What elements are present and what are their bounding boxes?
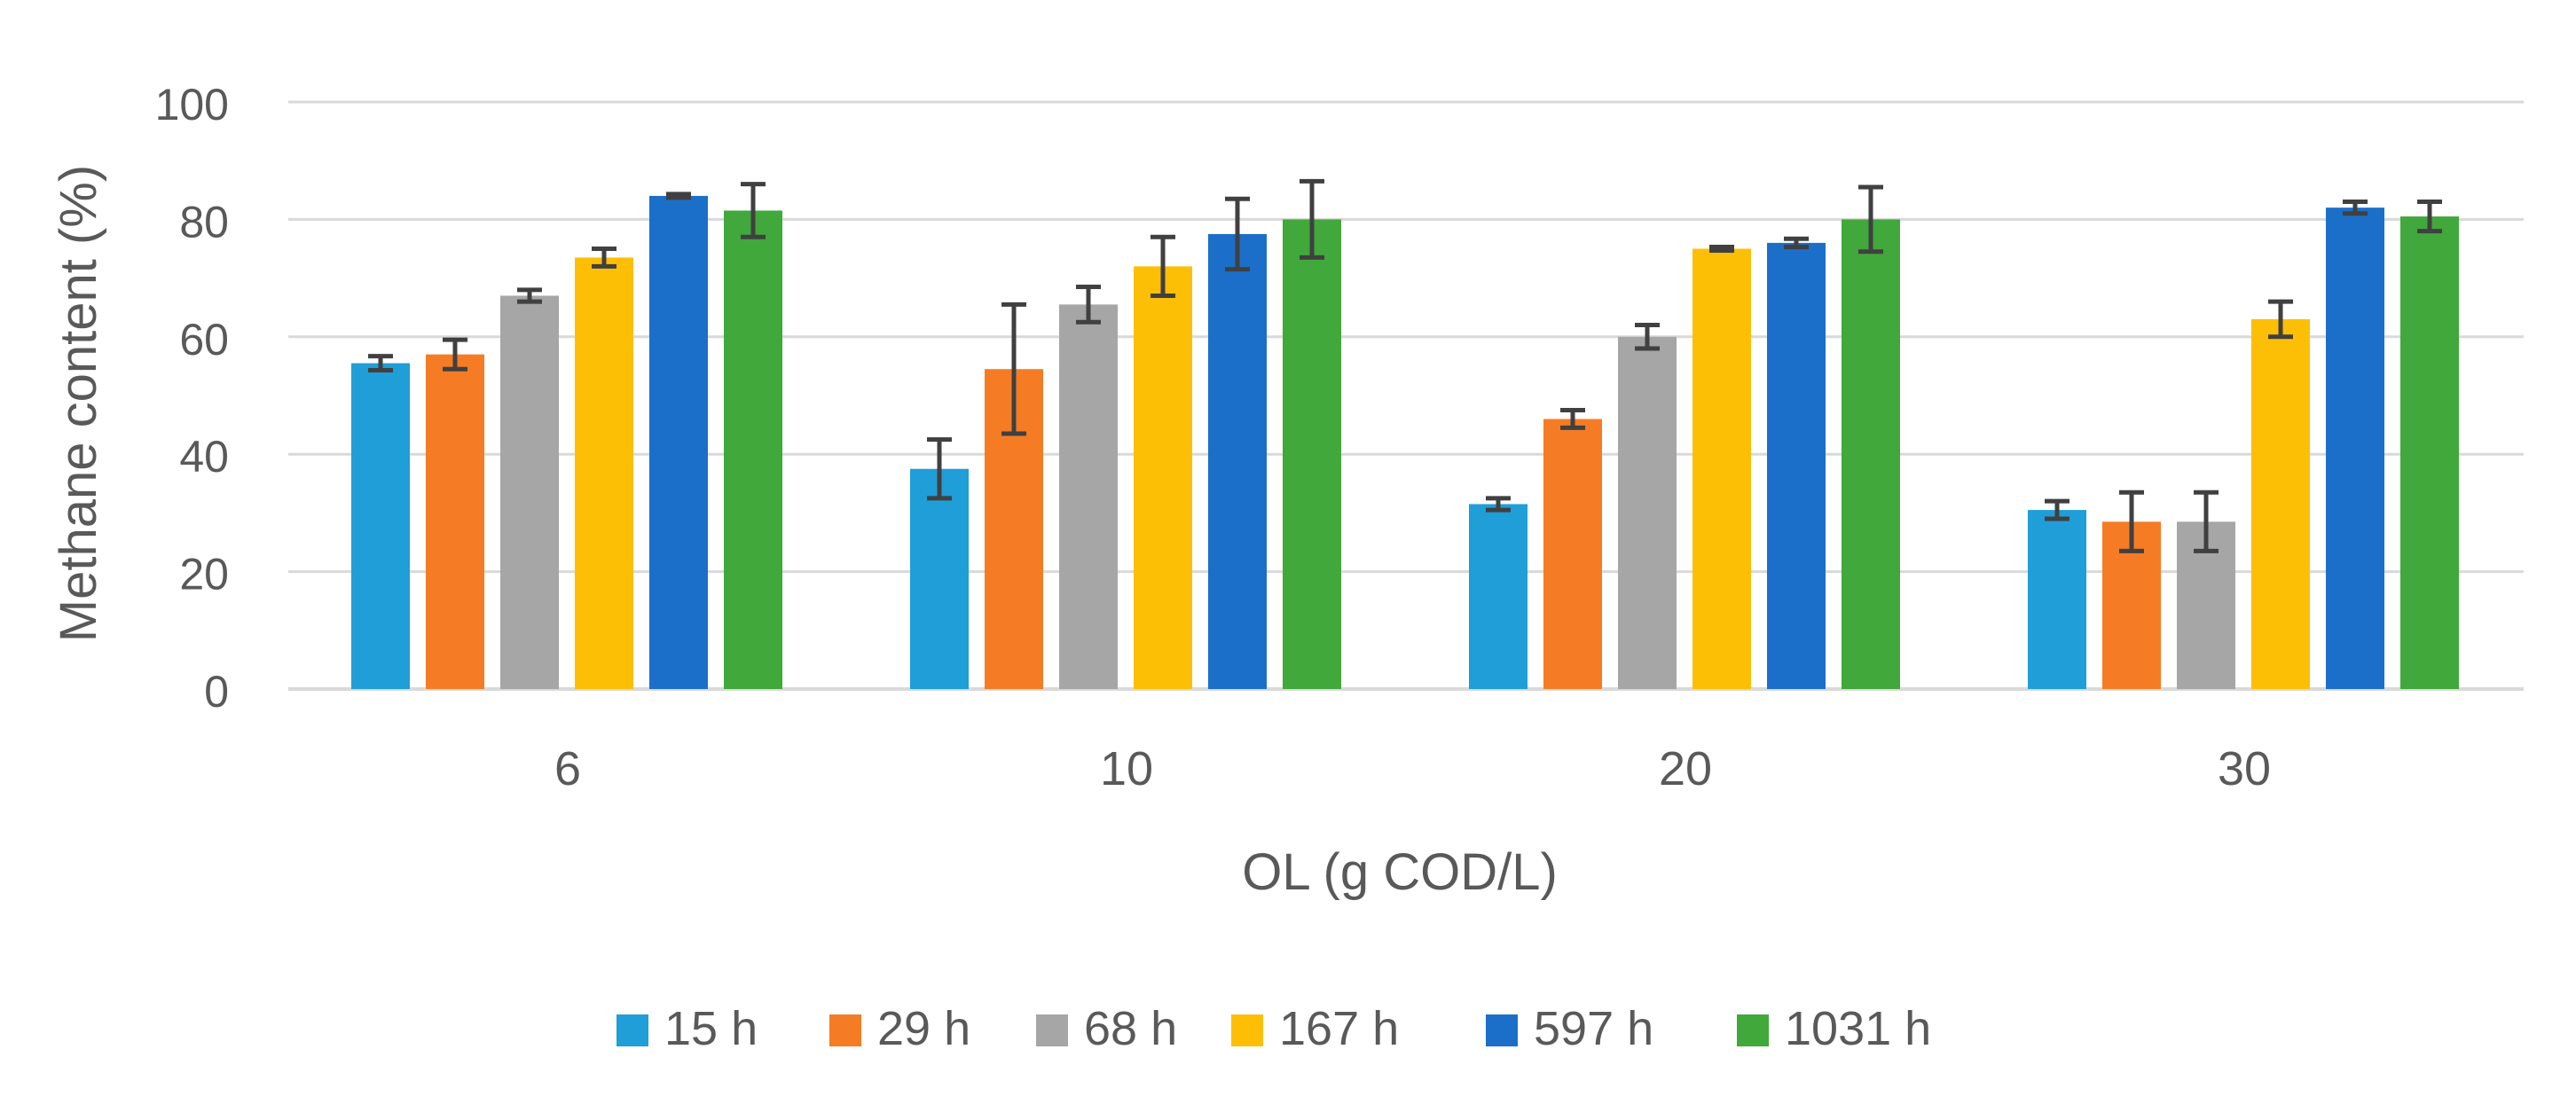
legend-swatch <box>1036 1014 1068 1046</box>
error-bar-68h-ol20 <box>1635 323 1660 351</box>
y-tick-label: 20 <box>179 550 229 599</box>
error-bar-597h-ol6 <box>666 192 691 200</box>
bar-29h-ol6 <box>426 354 484 689</box>
error-bar-15h-ol10 <box>927 437 952 501</box>
legend-label: 29 h <box>877 1002 970 1055</box>
y-tick-labels: 0 20 40 60 80 100 <box>155 80 229 717</box>
x-tick-label: 6 <box>554 742 581 795</box>
error-bar-1031h-ol20 <box>1858 184 1883 255</box>
legend-label: 167 h <box>1279 1002 1399 1055</box>
error-bar-167h-ol10 <box>1151 234 1175 298</box>
error-bar-167h-ol20 <box>1709 245 1734 253</box>
bar-597h-ol6 <box>649 195 708 690</box>
bar-15h-ol6 <box>351 363 410 689</box>
error-bar-1031h-ol6 <box>741 182 766 239</box>
legend-label: 597 h <box>1534 1002 1653 1055</box>
bar-68h-ol6 <box>500 295 559 689</box>
error-bar-29h-ol10 <box>1001 302 1026 436</box>
bar-597h-ol20 <box>1767 242 1826 689</box>
x-tick-label: 10 <box>1100 742 1153 795</box>
legend-label: 1031 h <box>1785 1002 1931 1055</box>
bar-597h-ol10 <box>1208 233 1267 689</box>
error-bar-1031h-ol10 <box>1300 178 1324 260</box>
error-bar-15h-ol20 <box>1486 496 1511 513</box>
bar-1031h-ol20 <box>1842 219 1900 689</box>
error-bar-597h-ol20 <box>1784 236 1809 250</box>
error-bar-29h-ol20 <box>1560 408 1585 430</box>
legend-item: 15 h <box>617 1002 758 1055</box>
y-tick-label: 40 <box>179 432 229 482</box>
bars <box>351 195 2459 690</box>
bar-15h-ol20 <box>1469 504 1528 689</box>
y-axis-label: Methane content (%) <box>50 165 107 642</box>
error-bar-167h-ol30 <box>2268 299 2293 340</box>
legend-label: 15 h <box>664 1002 758 1055</box>
error-bar-68h-ol10 <box>1076 285 1101 325</box>
x-axis-label: OL (g COD/L) <box>1242 843 1558 901</box>
legend-item: 29 h <box>829 1002 970 1055</box>
legend-swatch <box>617 1014 648 1046</box>
error-bar-1031h-ol30 <box>2417 200 2442 234</box>
error-bar-597h-ol10 <box>1225 196 1250 272</box>
bar-15h-ol30 <box>2028 510 2086 689</box>
bar-167h-ol20 <box>1692 248 1751 689</box>
bar-68h-ol20 <box>1618 336 1677 689</box>
y-tick-label: 100 <box>155 80 229 129</box>
x-tick-labels: 6 10 20 30 <box>554 742 2271 795</box>
bar-1031h-ol30 <box>2400 216 2459 690</box>
y-tick-label: 80 <box>179 197 229 247</box>
bar-167h-ol30 <box>2251 318 2310 689</box>
y-tick-label: 0 <box>204 667 229 717</box>
bar-1031h-ol10 <box>1283 219 1341 689</box>
bar-597h-ol30 <box>2326 208 2384 689</box>
legend-item: 1031 h <box>1737 1002 1931 1055</box>
bar-167h-ol10 <box>1134 266 1192 689</box>
bar-29h-ol20 <box>1543 419 1602 689</box>
legend-item: 68 h <box>1036 1002 1177 1055</box>
bar-68h-ol10 <box>1059 304 1118 689</box>
bar-15h-ol10 <box>910 468 969 689</box>
error-bar-15h-ol6 <box>368 354 393 373</box>
error-bar-68h-ol6 <box>517 287 542 304</box>
legend-swatch <box>1486 1014 1518 1046</box>
legend: 15 h 29 h 68 h 167 h 597 h 1031 h <box>617 1002 1931 1055</box>
legend-swatch <box>1737 1014 1769 1046</box>
error-bar-29h-ol6 <box>443 337 467 372</box>
legend-swatch <box>1231 1014 1263 1046</box>
bar-1031h-ol6 <box>724 210 782 690</box>
bar-167h-ol6 <box>575 257 633 689</box>
error-bar-29h-ol30 <box>2119 490 2144 553</box>
x-tick-label: 20 <box>1659 742 1712 795</box>
legend-item: 597 h <box>1486 1002 1653 1055</box>
y-tick-label: 60 <box>179 315 229 364</box>
x-tick-label: 30 <box>2218 742 2271 795</box>
error-bars <box>368 178 2442 553</box>
error-bar-597h-ol30 <box>2343 200 2368 216</box>
error-bar-68h-ol30 <box>2194 490 2219 553</box>
legend-item: 167 h <box>1231 1002 1399 1055</box>
error-bar-15h-ol30 <box>2045 498 2069 521</box>
error-bar-167h-ol6 <box>592 247 617 269</box>
legend-swatch <box>829 1014 861 1046</box>
legend-label: 68 h <box>1084 1002 1177 1055</box>
